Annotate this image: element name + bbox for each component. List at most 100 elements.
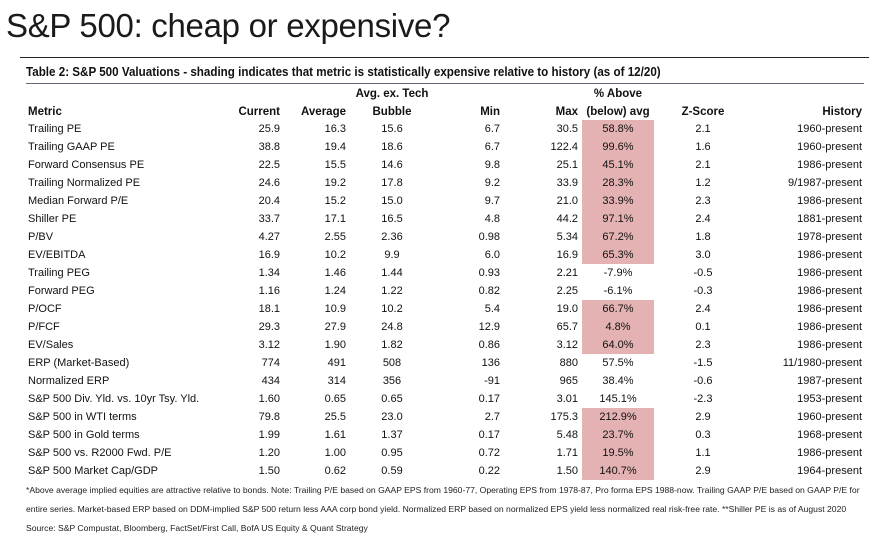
header-pct: (below) avg <box>586 106 650 118</box>
cell-history: 1978-present <box>797 231 862 243</box>
footnote: entire series. Market-based ERP based on… <box>26 504 847 514</box>
cell-max: 44.2 <box>556 213 578 225</box>
footnote: *Above average implied equities are attr… <box>26 485 860 495</box>
cell-max: 5.34 <box>556 231 578 243</box>
cell-current: 774 <box>261 357 280 369</box>
header-metric: Metric <box>28 106 62 118</box>
cell-average: 15.5 <box>324 159 346 171</box>
cell-average: 1.24 <box>324 285 346 297</box>
table-row: Normalized ERP 434 314 356 -91 965 38.4% -0.6 19… <box>26 372 866 390</box>
cell-average: 491 <box>327 357 346 369</box>
cell-min: 0.82 <box>478 285 500 297</box>
header-min: Min <box>480 106 500 118</box>
cell-history: 1986-present <box>797 285 862 297</box>
cell-current: 29.3 <box>258 321 280 333</box>
cell-bubble: 0.95 <box>381 447 403 459</box>
cell-current: 18.1 <box>258 303 280 315</box>
cell-pct-above: 97.1% <box>582 210 654 228</box>
table-row: Forward Consensus PE 22.5 15.5 14.6 9.8 25.1 4… <box>26 156 866 174</box>
cell-min: 0.93 <box>478 267 500 279</box>
cell-z-score: 1.2 <box>695 177 711 189</box>
cell-current: 1.60 <box>258 393 280 405</box>
table-caption: Table 2: S&P 500 Valuations - shading in… <box>26 65 661 79</box>
cell-average: 0.62 <box>324 465 346 477</box>
cell-current: 20.4 <box>258 195 280 207</box>
cell-pct-above: 4.8% <box>582 318 654 336</box>
cell-average: 1.00 <box>324 447 346 459</box>
cell-pct-above: 33.9% <box>582 192 654 210</box>
cell-average: 1.90 <box>324 339 346 351</box>
cell-history: 1986-present <box>797 249 862 261</box>
cell-history: 11/1980-present <box>782 357 862 369</box>
cell-metric: P/FCF <box>28 321 60 333</box>
cell-max: 175.3 <box>550 411 578 423</box>
cell-bubble: 14.6 <box>381 159 403 171</box>
cell-average: 314 <box>327 375 346 387</box>
cell-current: 1.50 <box>258 465 280 477</box>
cell-max: 25.1 <box>556 159 578 171</box>
table-row: Trailing GAAP PE 38.8 19.4 18.6 6.7 122.4 99.6… <box>26 138 866 156</box>
cell-bubble: 508 <box>382 357 402 369</box>
cell-average: 19.4 <box>324 141 346 153</box>
header-bubble: Bubble <box>372 106 412 118</box>
cell-average: 16.3 <box>324 123 346 135</box>
table-row: Forward PEG 1.16 1.24 1.22 0.82 2.25 -6.1% -0.3… <box>26 282 866 300</box>
table-row: EV/EBITDA 16.9 10.2 9.9 6.0 16.9 65.3% 3.0 1986-… <box>26 246 866 264</box>
cell-z-score: -0.6 <box>693 375 713 387</box>
cell-z-score: -0.5 <box>693 267 713 279</box>
cell-pct-above: 23.7% <box>582 426 654 444</box>
cell-current: 1.34 <box>258 267 280 279</box>
cell-bubble: 1.22 <box>381 285 403 297</box>
table-row: P/OCF 18.1 10.9 10.2 5.4 19.0 66.7% 2.4 1986-pre… <box>26 300 866 318</box>
cell-max: 880 <box>559 357 578 369</box>
table-row: Median Forward P/E 20.4 15.2 15.0 9.7 21.0 33.… <box>26 192 866 210</box>
cell-max: 2.21 <box>556 267 578 279</box>
cell-bubble: 356 <box>382 375 402 387</box>
cell-z-score: 2.4 <box>695 303 711 315</box>
cell-z-score: 0.3 <box>695 429 711 441</box>
cell-z-score: 2.9 <box>695 465 711 477</box>
cell-bubble: 2.36 <box>381 231 403 243</box>
cell-min: 4.8 <box>484 213 500 225</box>
cell-max: 2.25 <box>556 285 578 297</box>
header-current: Current <box>238 106 280 118</box>
cell-min: 0.72 <box>478 447 500 459</box>
cell-average: 27.9 <box>324 321 346 333</box>
cell-average: 0.65 <box>324 393 346 405</box>
cell-pct-above: 19.5% <box>582 444 654 462</box>
cell-bubble: 18.6 <box>381 141 403 153</box>
cell-metric: EV/EBITDA <box>28 249 86 261</box>
cell-pct-above: 65.3% <box>582 246 654 264</box>
cell-metric: P/BV <box>28 231 54 243</box>
cell-min: 9.2 <box>484 177 500 189</box>
cell-pct-above: 45.1% <box>582 156 654 174</box>
cell-pct-above: -6.1% <box>603 285 633 297</box>
cell-pct-above: 58.8% <box>582 120 654 138</box>
cell-max: 1.50 <box>556 465 578 477</box>
cell-max: 21.0 <box>556 195 578 207</box>
cell-current: 4.27 <box>258 231 280 243</box>
cell-bubble: 23.0 <box>381 411 403 423</box>
cell-min: 0.17 <box>478 429 500 441</box>
cell-bubble: 15.0 <box>381 195 403 207</box>
cell-history: 1960-present <box>797 411 862 423</box>
cell-history: 1986-present <box>797 447 862 459</box>
table-row: Shiller PE 33.7 17.1 16.5 4.8 44.2 97.1% 2.4 188… <box>26 210 866 228</box>
cell-z-score: 1.8 <box>695 231 711 243</box>
cell-bubble: 0.59 <box>381 465 403 477</box>
cell-bubble: 0.65 <box>381 393 403 405</box>
cell-average: 1.61 <box>324 429 346 441</box>
cell-metric: Forward PEG <box>28 285 95 297</box>
table-row: S&P 500 Div. Yld. vs. 10yr Tsy. Yld. 1.60… <box>26 390 866 408</box>
cell-average: 10.2 <box>324 249 346 261</box>
cell-bubble: 1.82 <box>381 339 403 351</box>
cell-current: 1.20 <box>258 447 280 459</box>
source-note: Source: S&P Compustat, Bloomberg, FactSe… <box>26 523 368 533</box>
cell-z-score: 2.1 <box>695 123 711 135</box>
cell-metric: S&P 500 Market Cap/GDP <box>28 465 159 477</box>
header-max: Max <box>555 106 578 118</box>
cell-max: 3.12 <box>556 339 578 351</box>
header-history: History <box>822 106 862 118</box>
cell-history: 1986-present <box>797 339 862 351</box>
cell-current: 1.16 <box>258 285 280 297</box>
